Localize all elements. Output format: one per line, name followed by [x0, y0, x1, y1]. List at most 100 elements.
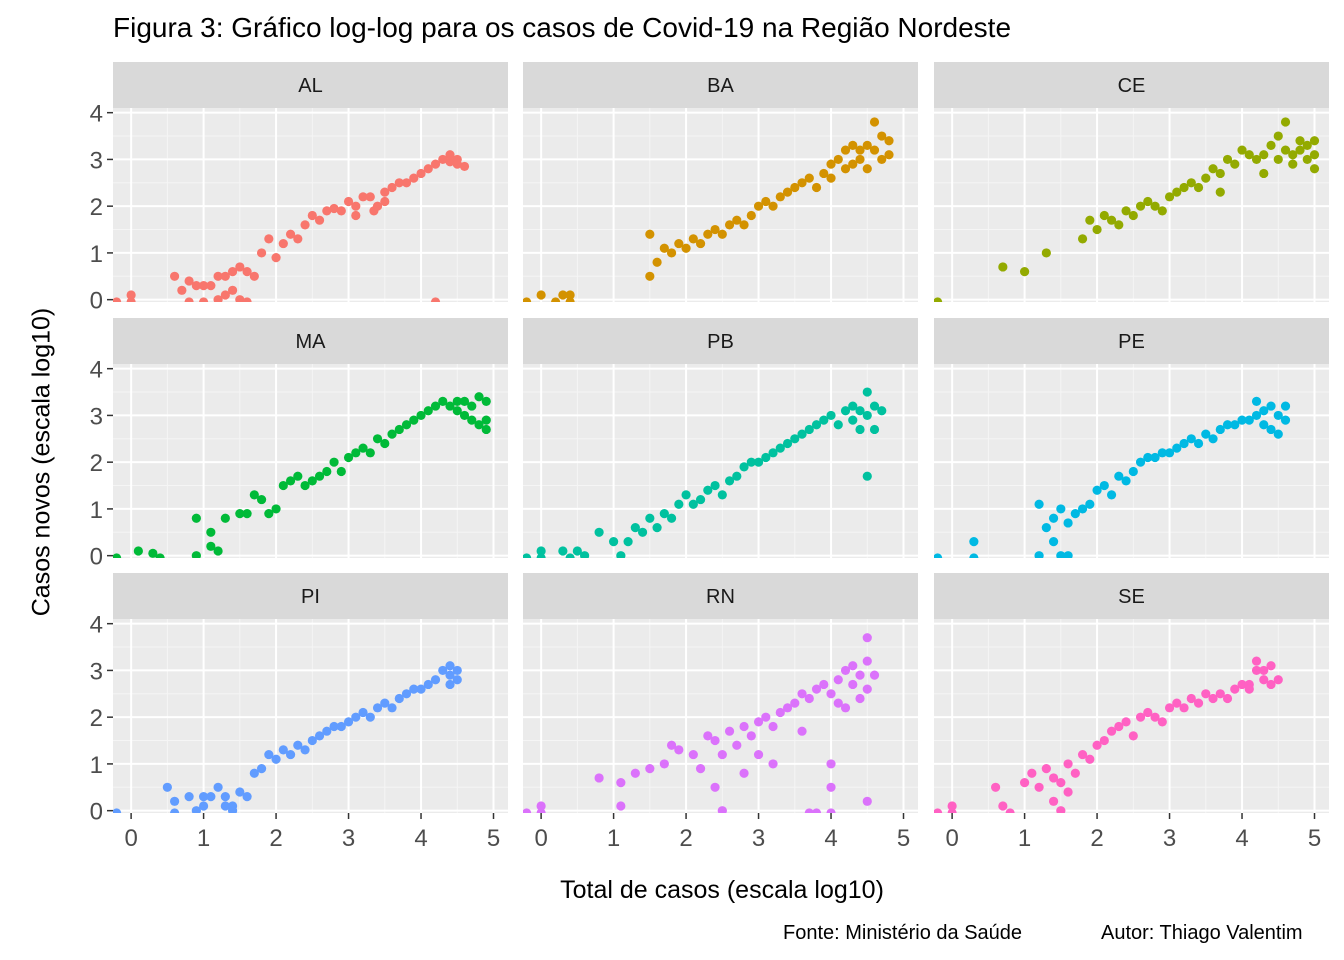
data-point [452, 154, 462, 165]
data-point [703, 731, 713, 741]
data-point [877, 154, 887, 165]
gridlines-pe [934, 364, 1329, 558]
data-point [242, 508, 252, 519]
data-point [1302, 140, 1312, 150]
data-point [278, 745, 288, 755]
data-point [666, 248, 677, 258]
data-point [198, 297, 209, 302]
data-point [746, 457, 756, 467]
facet-strip-se [934, 573, 1329, 619]
data-point [645, 271, 655, 281]
data-point [1251, 665, 1262, 676]
data-point [452, 665, 462, 676]
data-point [811, 684, 822, 694]
data-point [724, 476, 735, 486]
data-point [445, 401, 455, 411]
data-point [768, 201, 778, 211]
data-point [1034, 499, 1044, 509]
data-point [249, 271, 259, 281]
data-point [1193, 182, 1204, 193]
data-point [387, 182, 397, 193]
data-point [768, 721, 778, 732]
panel-background-se [934, 619, 1329, 813]
data-point [782, 187, 793, 197]
data-point [594, 527, 604, 537]
data-point [855, 693, 865, 704]
data-point [819, 679, 829, 690]
data-point [1092, 485, 1102, 495]
facet-ma: MA 0 1 2 3 4 [90, 318, 508, 571]
data-point [380, 698, 390, 708]
data-point [206, 541, 216, 551]
data-point [1128, 466, 1138, 477]
data-point [862, 471, 872, 481]
data-point [271, 504, 281, 514]
data-point [1085, 499, 1095, 509]
facet-pb: PB [523, 318, 918, 558]
data-point [314, 215, 325, 225]
data-point [1280, 415, 1291, 425]
data-point [264, 508, 274, 519]
data-point [1288, 150, 1298, 160]
data-point [445, 157, 455, 167]
data-point [1034, 551, 1044, 558]
data-point [998, 801, 1008, 811]
data-point [536, 546, 546, 556]
data-point [710, 735, 720, 746]
data-point [133, 546, 143, 556]
data-point [1085, 215, 1095, 225]
data-point [1230, 684, 1240, 694]
data-point [804, 424, 814, 435]
data-point [1186, 693, 1196, 704]
data-point [351, 201, 361, 211]
data-point [717, 490, 727, 500]
data-point [1251, 410, 1262, 421]
data-point [213, 295, 223, 302]
data-point [264, 234, 274, 244]
data-point [184, 276, 194, 286]
data-point [855, 145, 865, 155]
data-point [271, 754, 281, 764]
facet-pe: PE [934, 318, 1329, 558]
data-point [293, 234, 303, 244]
data-point [1266, 661, 1276, 671]
data-point [445, 670, 455, 680]
data-point [782, 703, 793, 713]
data-point [430, 159, 441, 169]
data-point [934, 297, 943, 302]
points-se [934, 656, 1283, 813]
data-point [1273, 675, 1283, 685]
data-point [351, 448, 361, 458]
data-point [862, 684, 872, 694]
data-point [666, 513, 677, 523]
y-tick-label: 0 [90, 288, 103, 315]
y-tick-label: 4 [90, 357, 103, 384]
data-point [681, 243, 691, 253]
data-point [666, 740, 677, 750]
data-point [249, 768, 259, 778]
data-point [300, 745, 310, 755]
data-point [198, 792, 209, 802]
data-point [170, 808, 180, 813]
data-point [264, 749, 274, 760]
data-point [768, 448, 778, 458]
data-point [336, 721, 346, 732]
data-point [630, 523, 640, 533]
data-point [191, 806, 201, 813]
data-point [753, 457, 764, 467]
data-point [227, 806, 238, 813]
data-point [213, 782, 223, 792]
data-point [782, 438, 793, 449]
data-point [206, 281, 216, 291]
data-point [848, 140, 858, 150]
data-point [790, 698, 800, 708]
data-point [688, 499, 698, 509]
gridlines-ma [113, 364, 508, 558]
data-point [811, 808, 822, 813]
data-point [1092, 740, 1102, 750]
data-point [739, 721, 749, 732]
data-point [703, 229, 713, 239]
data-point [724, 220, 735, 230]
data-point [256, 494, 267, 505]
